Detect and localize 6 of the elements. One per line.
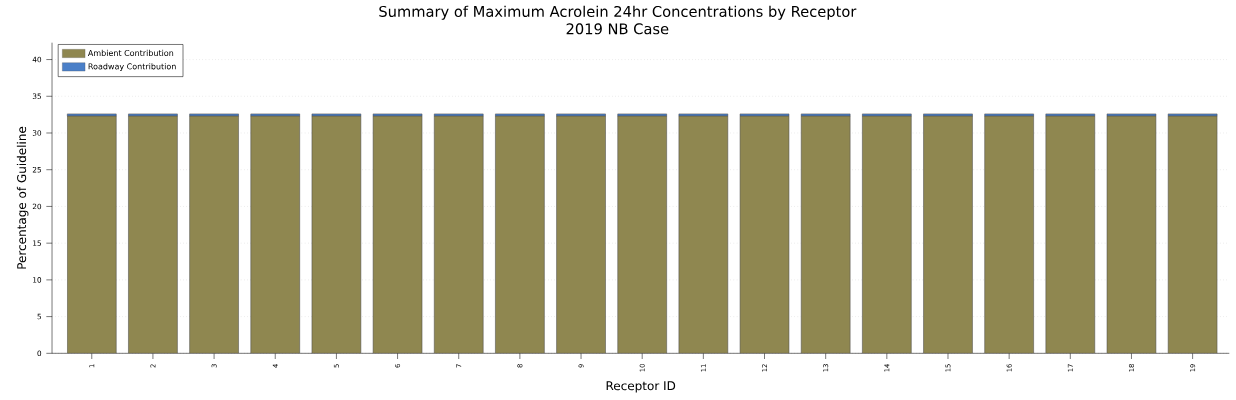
y-axis-title: Percentage of Guideline	[16, 126, 29, 269]
x-axis-title: Receptor ID	[606, 381, 676, 393]
legend-label: Ambient Contribution	[87, 49, 174, 56]
legend-label: Roadway Contribution	[88, 63, 176, 71]
chart-title: Summary of Maximum Acrolein 24hr Concentrations by Receptor	[379, 5, 857, 20]
chart-subtitle: 2019 NB Case	[566, 23, 669, 35]
